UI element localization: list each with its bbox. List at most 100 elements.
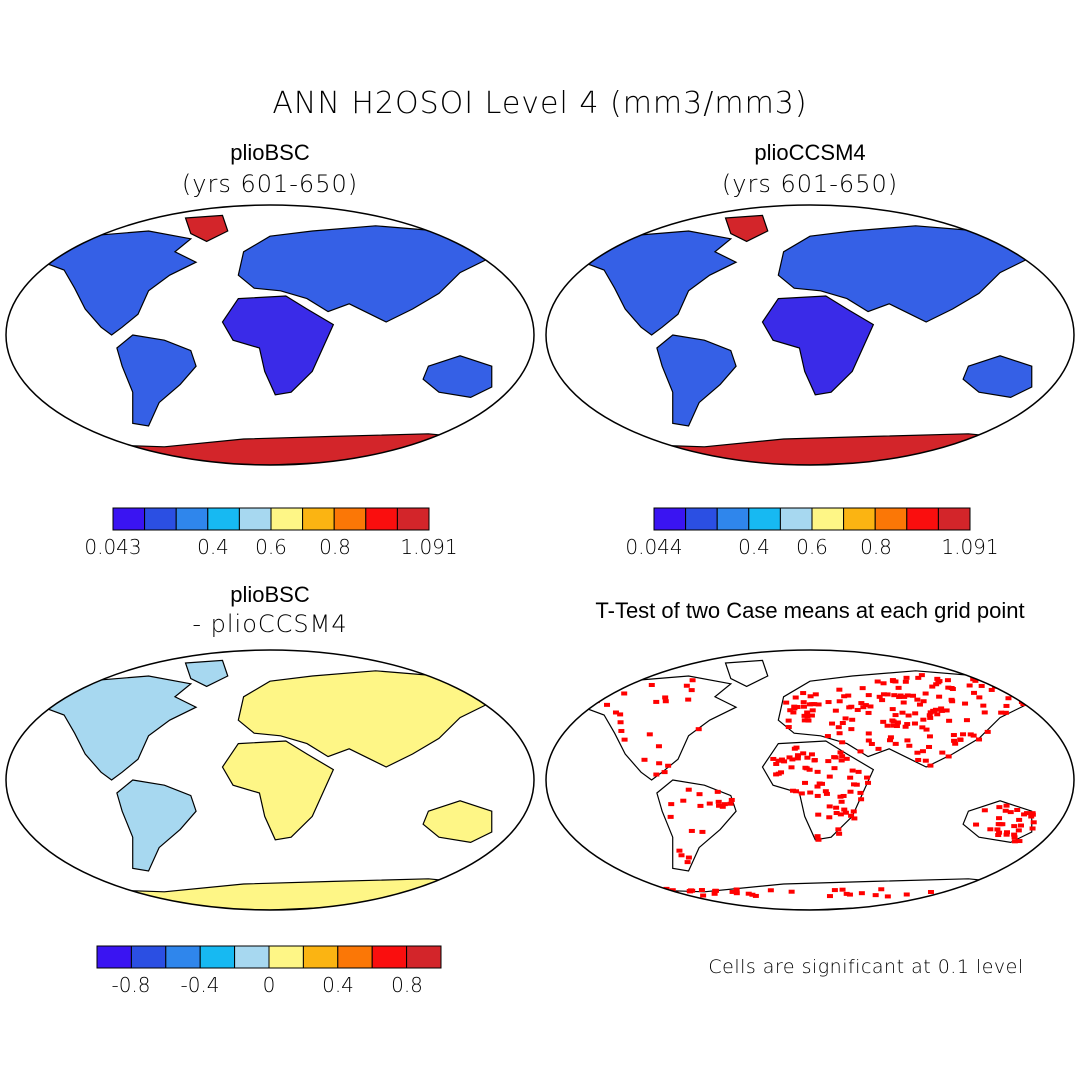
- colorbar-swatch: [779, 507, 813, 531]
- significant-cell: [865, 693, 872, 698]
- land-australia: [422, 800, 493, 844]
- significant-cell: [904, 693, 911, 698]
- significant-cell: [962, 701, 969, 706]
- significant-cell: [926, 744, 933, 749]
- significant-cell: [842, 810, 849, 815]
- panel-a-case: plioBSC: [230, 140, 310, 165]
- significant-cell: [914, 750, 921, 755]
- land-greenland: [184, 214, 229, 243]
- significant-cell: [868, 741, 875, 746]
- significant-cell: [973, 822, 980, 827]
- colorbar-swatch: [937, 507, 971, 531]
- significant-cell: [839, 887, 846, 892]
- significant-cell: [773, 772, 780, 777]
- significant-cell: [988, 687, 995, 692]
- significant-cell: [662, 699, 669, 704]
- significant-cell: [951, 738, 958, 743]
- significant-cell: [849, 717, 856, 722]
- map-border: [5, 204, 535, 466]
- significant-cell: [919, 749, 926, 754]
- significant-cell: [700, 893, 707, 898]
- significant-cell: [1029, 811, 1036, 816]
- significant-cell: [903, 675, 910, 680]
- significant-cell: [845, 693, 852, 698]
- significant-cell: [785, 725, 792, 730]
- significant-cell: [618, 728, 625, 733]
- significant-cell: [857, 749, 864, 754]
- significant-cell: [1014, 807, 1021, 812]
- significant-cell: [837, 812, 844, 817]
- significant-cell: [957, 737, 964, 742]
- significant-cell: [934, 676, 941, 681]
- colorbar-swatch: [270, 507, 304, 531]
- significant-cell: [892, 713, 899, 718]
- significant-cell: [900, 700, 907, 705]
- colorbar-swatch: [396, 507, 430, 531]
- significant-cell: [814, 784, 821, 789]
- significant-cell: [833, 811, 840, 816]
- significant-cell: [976, 695, 983, 700]
- significant-cell: [809, 708, 816, 713]
- significant-cell: [789, 788, 796, 793]
- significant-cell: [812, 692, 819, 697]
- significant-cell: [1003, 832, 1010, 837]
- significant-cell: [996, 816, 1003, 821]
- significant-cell: [966, 683, 973, 688]
- significant-cell: [843, 891, 850, 896]
- significant-cell: [1030, 820, 1037, 825]
- colorbar-label: 1.091: [400, 535, 457, 559]
- significant-cell: [773, 761, 780, 766]
- significant-cell: [806, 702, 813, 707]
- significant-cell: [922, 758, 929, 763]
- significant-cell: [826, 804, 833, 809]
- colorbar-swatch: [130, 945, 167, 969]
- panel-b-subtitle: (yrs 601-650): [721, 170, 899, 198]
- significant-cell: [1024, 811, 1031, 816]
- significant-cell: [848, 704, 855, 709]
- significant-cell: [811, 702, 818, 707]
- significant-cell: [903, 892, 910, 897]
- significant-cell: [902, 679, 909, 684]
- land-eurasia: [777, 225, 1033, 323]
- significant-cell: [698, 888, 705, 893]
- significant-cell: [822, 789, 829, 794]
- significant-cell: [854, 707, 861, 712]
- significant-cell: [793, 789, 800, 794]
- significant-cell: [808, 713, 815, 718]
- panel-c-case: plioBSC: [230, 582, 310, 607]
- significant-cell: [714, 789, 721, 794]
- significant-cell: [800, 751, 807, 756]
- significant-cell: [879, 698, 886, 703]
- significant-cell: [815, 837, 822, 842]
- significant-cell: [904, 722, 911, 727]
- significant-cell: [884, 894, 891, 899]
- significant-cell: [997, 822, 1004, 827]
- significant-cell: [890, 723, 897, 728]
- significant-cell: [906, 743, 913, 748]
- colorbar-label: -0.4: [180, 973, 219, 997]
- figure-title: ANN H2OSOI Level 4 (mm3/mm3): [272, 86, 808, 121]
- significant-cell: [929, 684, 936, 689]
- panel-c-subtitle: - plioCCSM4: [192, 610, 348, 638]
- significant-cell: [791, 704, 798, 709]
- colorbar-label: 1.091: [941, 535, 998, 559]
- colorbar-swatch: [175, 507, 209, 531]
- significant-cell: [721, 802, 728, 807]
- significant-cell: [1011, 839, 1018, 844]
- colorbar-b: 0.044 0.4 0.6 0.8 1.091: [625, 507, 999, 559]
- significant-cell: [663, 891, 670, 896]
- significant-cell: [798, 791, 805, 796]
- map-a: [5, 204, 535, 466]
- significant-cell: [1002, 710, 1009, 715]
- map-b: [545, 204, 1075, 466]
- significant-cell: [696, 792, 703, 797]
- significant-cell: [706, 801, 713, 806]
- significant-cell: [880, 681, 887, 686]
- significant-cell: [884, 692, 891, 697]
- significant-cell: [890, 679, 897, 684]
- significant-cell: [802, 780, 809, 785]
- colorbar-swatch: [165, 945, 201, 969]
- land-northAmerica: [42, 230, 198, 336]
- significant-cell: [678, 853, 685, 858]
- significant-cell: [878, 887, 885, 892]
